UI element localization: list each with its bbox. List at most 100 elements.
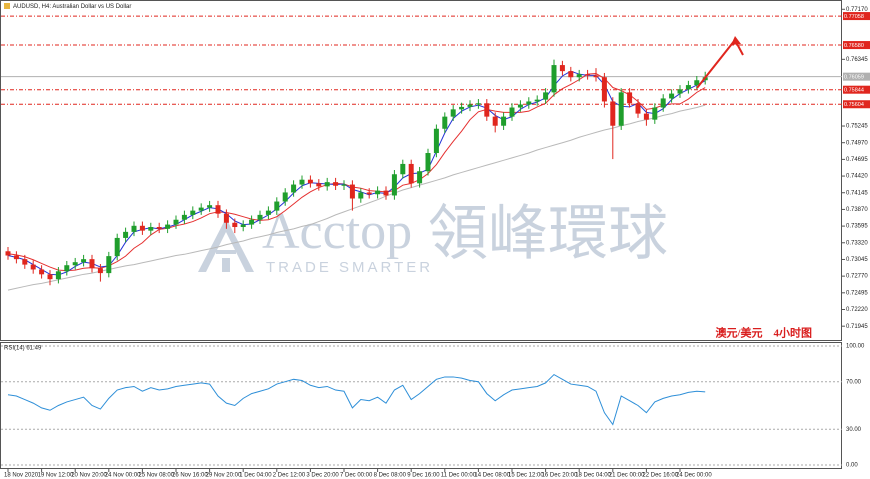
- candle-body: [47, 274, 53, 280]
- y-tick-label: 0.73320: [846, 240, 868, 246]
- candle-body: [383, 190, 389, 196]
- candle-body: [475, 103, 481, 105]
- candle-body: [669, 93, 675, 99]
- candle-body: [576, 74, 582, 78]
- candle-body: [30, 264, 36, 270]
- candle-body: [660, 98, 666, 108]
- candle-body: [257, 214, 263, 220]
- x-tick-label: 1 Dec 04:00: [239, 473, 272, 479]
- candle-body: [106, 256, 112, 274]
- x-tick-label: 11 Dec 00:00: [441, 473, 477, 479]
- candle-body: [643, 113, 649, 120]
- moving-average: [7, 104, 706, 291]
- x-tick-label: 2 Dec 12:00: [273, 473, 306, 479]
- candle-body: [526, 101, 532, 105]
- candle-body: [215, 205, 221, 214]
- candle-body: [341, 184, 347, 186]
- candle-body: [534, 99, 540, 102]
- candle-body: [358, 192, 364, 199]
- candle-body: [467, 104, 473, 107]
- candle-body: [13, 255, 19, 260]
- candle-body: [223, 213, 229, 223]
- candle-body: [568, 71, 574, 78]
- candle-body: [265, 210, 271, 215]
- y-tick-label: 0.74420: [846, 174, 868, 180]
- chart-title: AUDUSD, H4: Australian Dollar vs US Doll…: [13, 4, 131, 10]
- candle-body: [433, 128, 439, 154]
- candle-body: [64, 265, 70, 272]
- x-tick-label: 25 Nov 08:00: [138, 473, 174, 479]
- candle-body: [593, 75, 599, 78]
- candle-body: [610, 101, 616, 126]
- candle-body: [114, 237, 120, 257]
- rsi-line: [7, 373, 706, 426]
- candle-body: [627, 92, 633, 104]
- y-tick-label: 0.74145: [846, 190, 868, 196]
- candle-body: [400, 163, 406, 175]
- level-label: 0.75844: [844, 88, 864, 94]
- x-tick-label: 15 Dec 12:00: [508, 473, 544, 479]
- x-tick-label: 18 Dec 04:00: [575, 473, 611, 479]
- watermark-tagline: TRADE SMARTER: [266, 259, 433, 276]
- y-tick-label: 100.00: [846, 344, 865, 350]
- moving-average: [7, 73, 706, 272]
- annotation: 澳元/美元 4小时图: [715, 326, 812, 340]
- candle-body: [677, 89, 683, 94]
- candle-body: [22, 259, 28, 265]
- candle-body: [492, 116, 498, 126]
- main-panel: [0, 0, 842, 341]
- plot: 0.77170 0.76345 0.75245 0.74970 0.74695 0.744…: [1, 7, 870, 479]
- x-tick-label: 16 Dec 20:00: [542, 473, 578, 479]
- candle-body: [509, 107, 515, 117]
- candle-body: [442, 116, 448, 129]
- level-label: 0.77058: [844, 14, 864, 20]
- candle-body: [207, 205, 213, 208]
- candle-body: [635, 103, 641, 114]
- candle-body: [81, 259, 87, 263]
- x-tick-label: 19 Nov 12:00: [38, 473, 74, 479]
- y-tick-label: 30.00: [846, 427, 862, 433]
- y-tick-label: 0.74970: [846, 140, 868, 146]
- rsi-title: RSI(14) 61.49: [4, 346, 42, 352]
- candle-body: [375, 190, 381, 195]
- candle-body: [543, 92, 549, 100]
- candle-body: [173, 219, 179, 225]
- candle-body: [551, 65, 557, 93]
- candle-body: [501, 116, 507, 126]
- x-tick-label: 24 Dec 00:00: [676, 473, 712, 479]
- candle-body: [585, 74, 591, 76]
- candle-body: [425, 153, 431, 172]
- candle-body: [190, 210, 196, 215]
- candle-body: [484, 103, 490, 117]
- x-tick-label: 24 Nov 00:00: [105, 473, 141, 479]
- candle-body: [72, 262, 78, 266]
- level-label-box: [843, 72, 870, 81]
- x-tick-label: 21 Dec 00:00: [609, 473, 645, 479]
- y-tick-label: 0.75245: [846, 124, 868, 130]
- y-tick-label: 0.74695: [846, 157, 868, 163]
- level-label: 0.75604: [844, 102, 864, 108]
- candle-body: [156, 227, 162, 229]
- x-tick-label: 18 Nov 2020: [4, 473, 39, 479]
- candle-body: [307, 179, 313, 184]
- candle-body: [274, 201, 280, 211]
- candle-body: [5, 251, 11, 256]
- candle-body: [97, 268, 103, 274]
- watermark-brand: Acctop: [262, 203, 412, 260]
- candle-body: [232, 222, 238, 228]
- level-label-box: [843, 85, 870, 94]
- candle-body: [123, 231, 129, 238]
- candle-body: [685, 85, 691, 90]
- y-tick-label: 70.00: [846, 379, 862, 385]
- symbol-icon: [4, 3, 10, 9]
- y-tick-label: 0.72770: [846, 274, 868, 280]
- level-label: 0.76580: [844, 43, 864, 49]
- candle-body: [652, 107, 658, 120]
- y-tick-label: 0.72495: [846, 290, 868, 296]
- candle-body: [249, 219, 255, 225]
- candle-body: [333, 182, 339, 186]
- candle-body: [324, 182, 330, 187]
- y-tick-label: 0.73595: [846, 224, 868, 230]
- candle-body: [417, 171, 423, 184]
